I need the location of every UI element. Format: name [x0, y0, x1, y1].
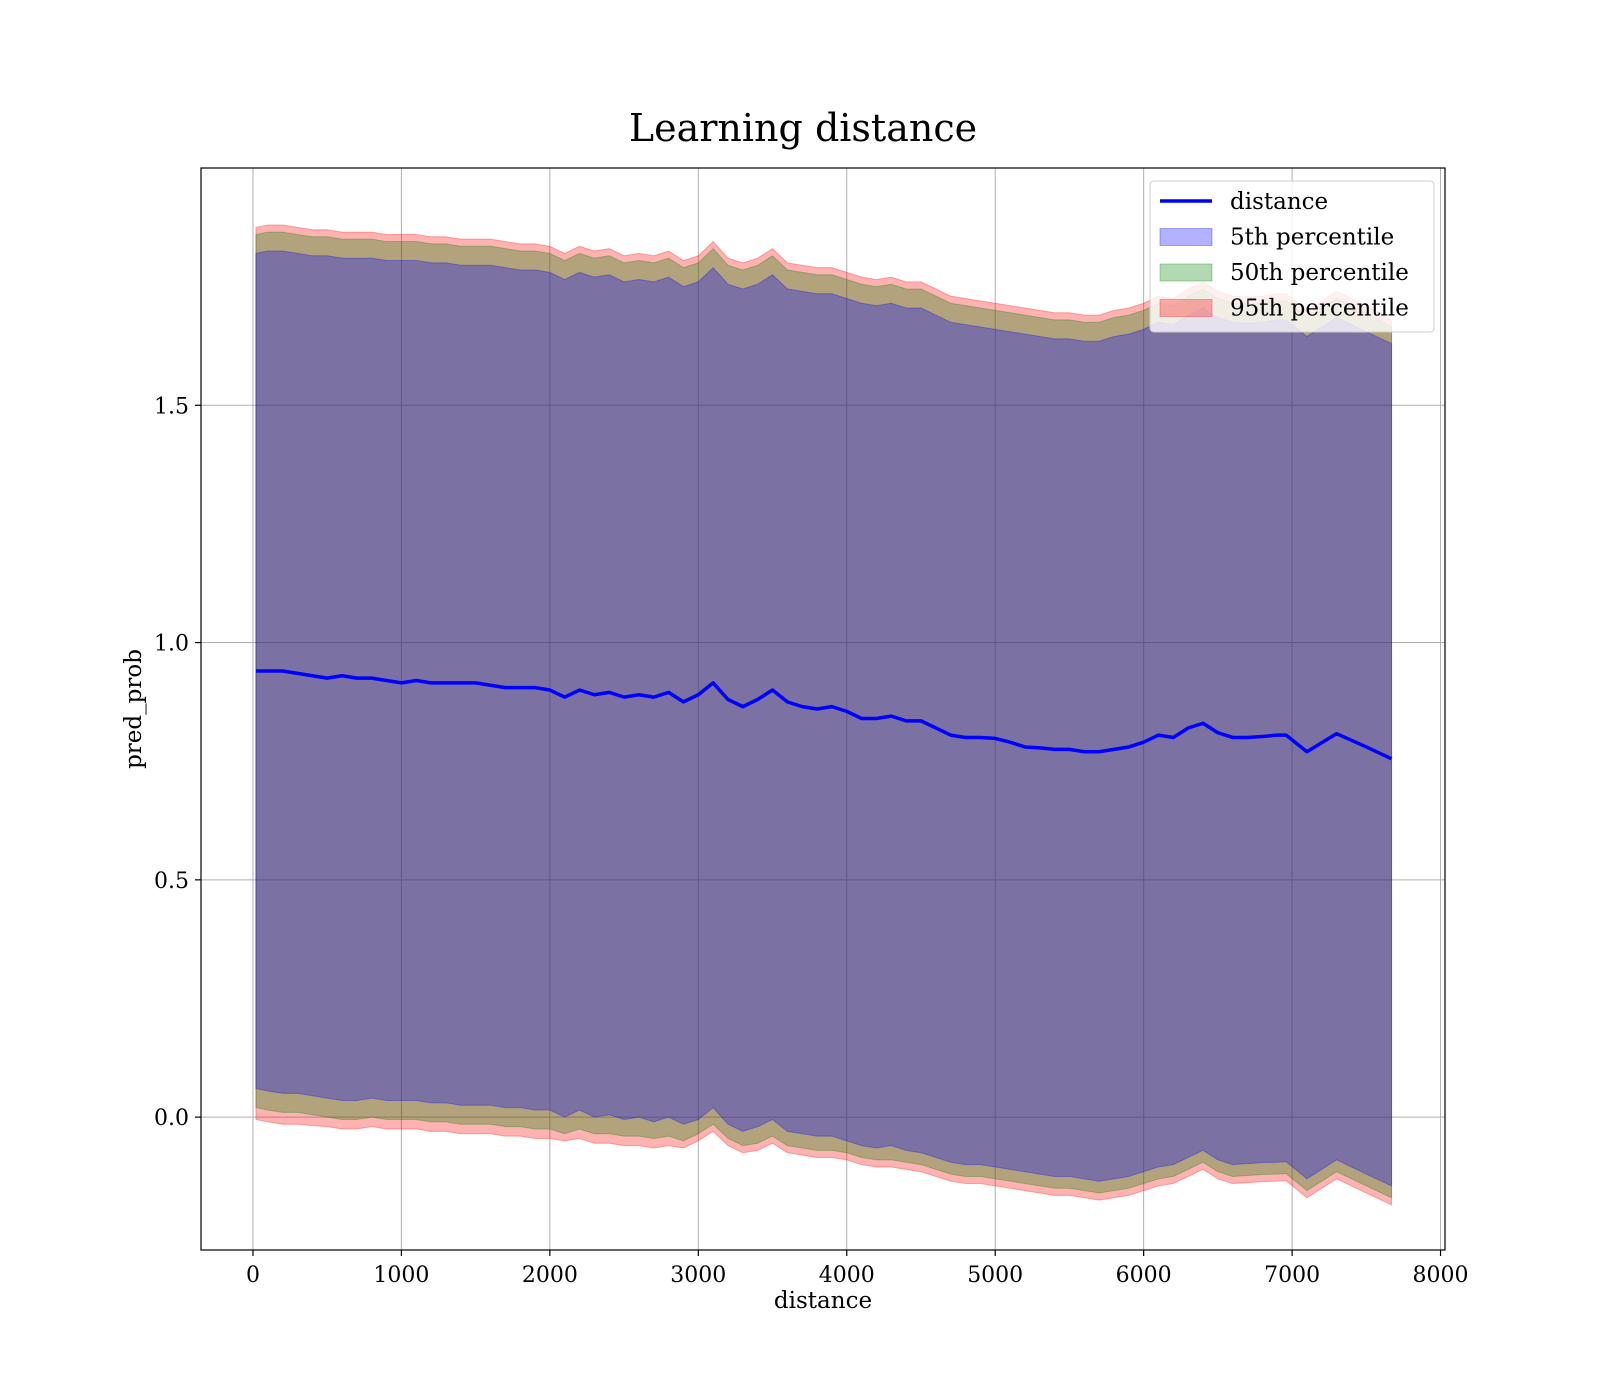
x-tick-label: 8000 [1413, 1263, 1469, 1288]
axis-ticks: 0 1000 2000 3000 4000 5000 6000 7000 8000 0.0 0.5 1… [154, 394, 1469, 1288]
plot-frame [200, 167, 1446, 1251]
series-lines [255, 669, 1393, 761]
band-5th-percentile [255, 250, 1393, 1187]
y-tick-label: 0.5 [154, 869, 189, 894]
legend-label-distance: distance [1230, 189, 1328, 215]
chart-title: Learning distance [629, 106, 977, 150]
band-50th-percentile [255, 231, 1393, 1199]
legend-label-5th-percentile: 5th percentile [1230, 225, 1394, 251]
x-tick-label: 5000 [967, 1263, 1023, 1288]
legend-label-95th-percentile: 95th percentile [1230, 296, 1409, 322]
legend-swatch-50th-percentile [1159, 263, 1213, 282]
legend-box [1149, 180, 1435, 333]
x-tick-label: 0 [246, 1263, 260, 1288]
x-tick-label: 3000 [670, 1263, 726, 1288]
y-tick-label: 0.0 [154, 1106, 189, 1131]
series-line-distance [255, 669, 1393, 761]
y-axis-label: pred_prob [121, 649, 147, 769]
x-tick-label: 6000 [1116, 1263, 1172, 1288]
legend-swatch-5th-percentile [1159, 228, 1213, 246]
legend: distance 5th percentile 50th percentile 95t… [1149, 180, 1435, 333]
grid-lines [201, 168, 1445, 1250]
legend-swatch-95th-percentile [1159, 299, 1213, 317]
x-tick-label: 4000 [819, 1263, 875, 1288]
x-tick-label: 7000 [1264, 1263, 1320, 1288]
y-tick-label: 1.0 [154, 632, 189, 657]
legend-label-50th-percentile: 50th percentile [1230, 260, 1409, 286]
percentile-bands [255, 224, 1393, 1206]
x-tick-label: 2000 [522, 1263, 578, 1288]
x-axis-label: distance [774, 1288, 872, 1314]
x-tick-label: 1000 [373, 1263, 429, 1288]
y-tick-label: 1.5 [154, 394, 189, 419]
band-95th-percentile [255, 224, 1393, 1206]
plot-area: 0 1000 2000 3000 4000 5000 6000 7000 8000 0.0 0.5 1… [154, 167, 1469, 1288]
